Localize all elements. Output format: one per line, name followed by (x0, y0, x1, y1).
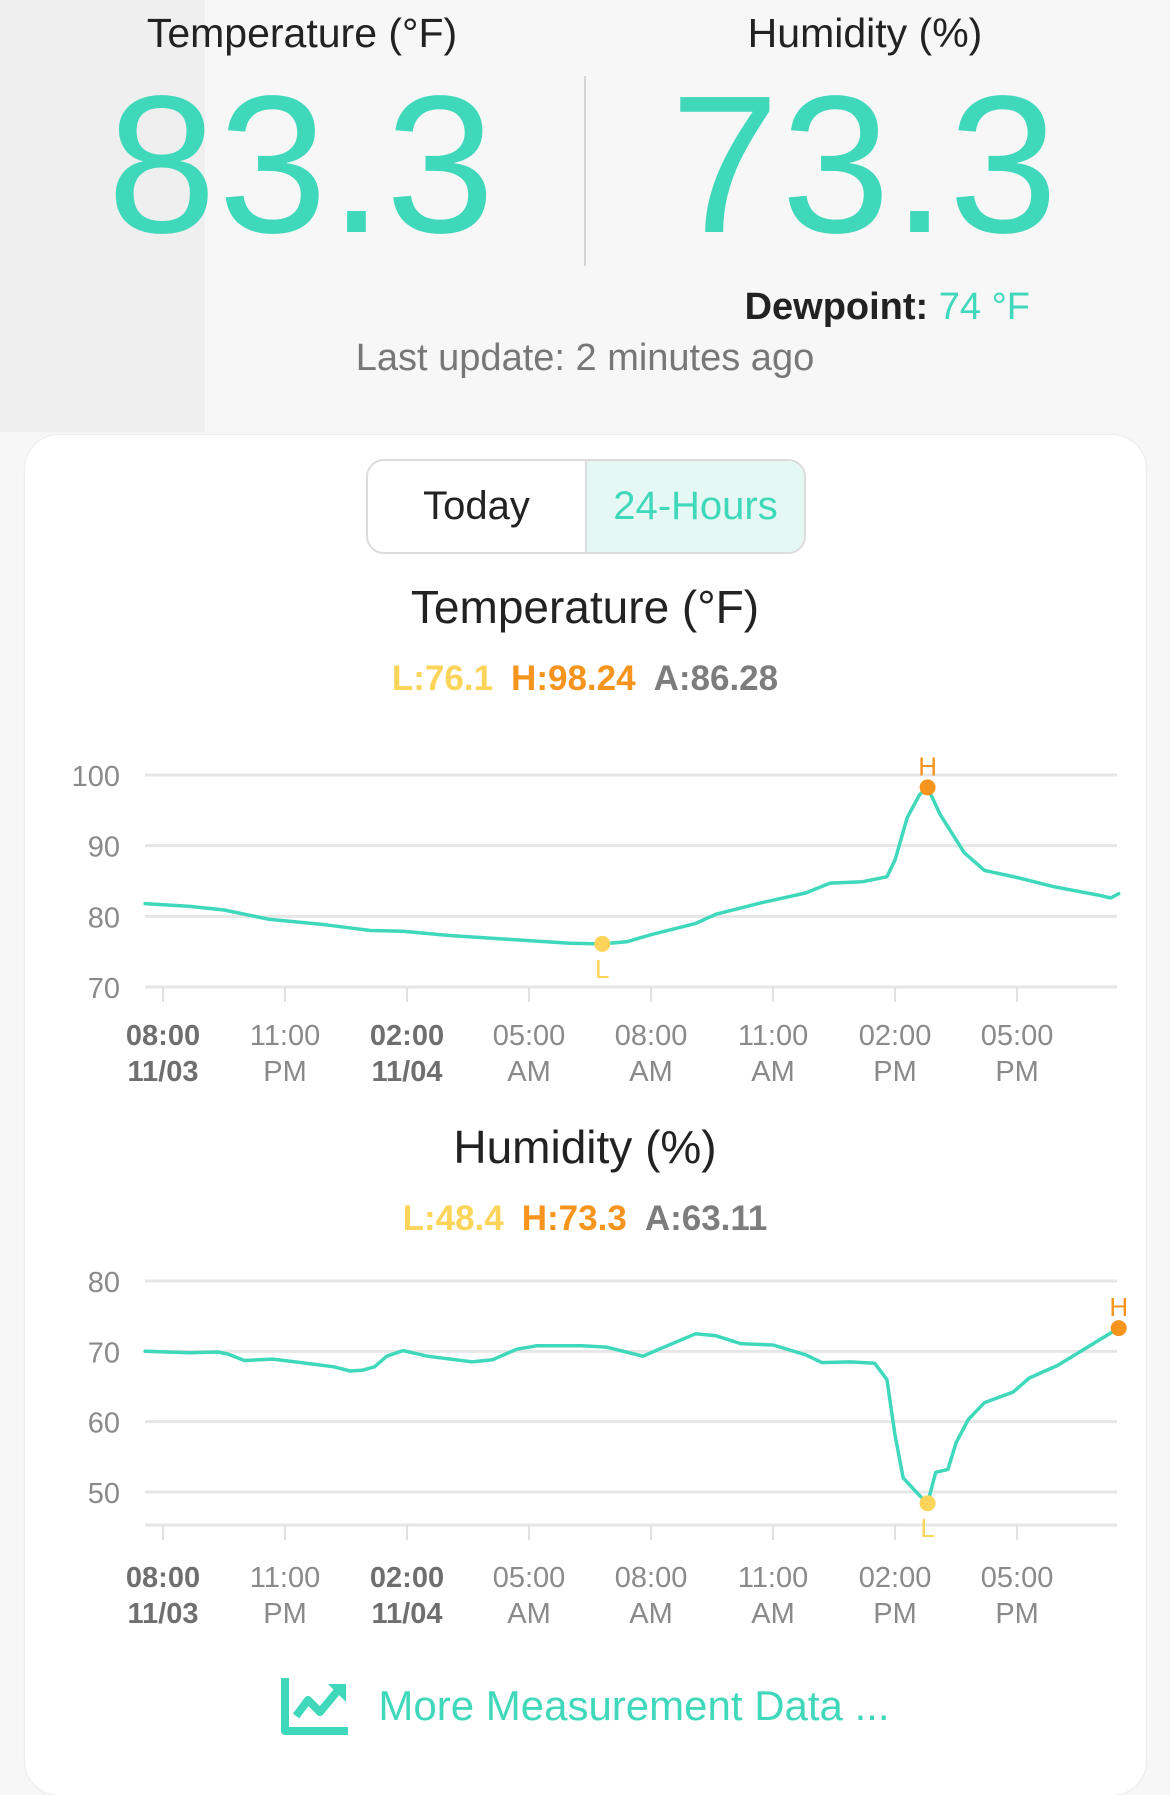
x-tick-label-date: AM (629, 1598, 673, 1630)
dewpoint: Dewpoint: 74 °F (600, 286, 1030, 329)
x-tick-label-date: AM (751, 1056, 795, 1088)
low-marker-label: L (595, 954, 609, 984)
y-tick-label: 90 (88, 832, 120, 864)
x-tick-label-date: AM (507, 1056, 551, 1088)
temperature-stats: L:76.1 H:98.24 A:86.28 (0, 659, 1170, 699)
x-tick-label-date: PM (995, 1598, 1039, 1630)
high-marker-label: H (918, 751, 937, 781)
y-tick-label: 100 (72, 761, 120, 793)
y-tick-label: 60 (88, 1408, 120, 1440)
x-tick-label-date: 11/03 (128, 1056, 199, 1088)
x-tick-label-date: 11/03 (128, 1598, 199, 1630)
temperature-high: H:98.24 (511, 659, 636, 698)
trending-chart-icon (281, 1678, 349, 1735)
temperature-value: 83.3 (107, 55, 497, 274)
x-tick-label-date: 11/04 (372, 1056, 443, 1088)
x-tick-label-date: PM (263, 1056, 307, 1088)
tab-24-hours[interactable]: 24-Hours (587, 461, 804, 552)
x-tick-label-date: PM (873, 1598, 917, 1630)
x-tick-label-time: 02:00 (859, 1562, 932, 1594)
humidity-low: L:48.4 (402, 1199, 504, 1238)
x-tick-label-time: 11:00 (738, 1020, 808, 1052)
x-tick-label-date: PM (873, 1056, 917, 1088)
high-marker (919, 779, 936, 796)
series-line (143, 785, 1121, 946)
temperature-chart-title: Temperature (°F) (410, 581, 760, 633)
x-tick-label-date: PM (995, 1056, 1039, 1088)
divider (584, 76, 586, 266)
low-marker (919, 1495, 936, 1512)
x-tick-label-time: 02:00 (370, 1562, 444, 1594)
x-tick-label-date: AM (507, 1598, 551, 1630)
humidity-avg: A:63.11 (644, 1199, 768, 1238)
y-tick-label: 50 (88, 1478, 120, 1510)
humidity-chart-title: Humidity (%) (453, 1121, 717, 1173)
x-tick-label-time: 08:00 (615, 1562, 688, 1594)
x-tick-label-time: 05:00 (493, 1020, 566, 1052)
x-tick-label-time: 02:00 (859, 1020, 932, 1052)
high-marker (1110, 1320, 1127, 1337)
dewpoint-value: 74 °F (938, 286, 1030, 328)
temperature-chart: 70 80 90 100 08:00 11/03 11:00 PM 02:00 11/04 05:0… (72, 751, 1121, 1088)
x-tick-label-time: 11:00 (250, 1562, 320, 1594)
tab-today[interactable]: Today (368, 461, 587, 552)
x-tick-label-time: 02:00 (370, 1020, 444, 1052)
humidity-label: Humidity (%) (747, 10, 983, 56)
series-line (143, 1326, 1121, 1505)
low-marker-label: L (920, 1513, 934, 1543)
x-tick-label-date: PM (263, 1598, 307, 1630)
y-tick-label: 70 (88, 973, 120, 1005)
x-tick-label-time: 05:00 (981, 1562, 1054, 1594)
x-tick-label-time: 08:00 (615, 1020, 688, 1052)
humidity-high: H:73.3 (521, 1199, 627, 1238)
last-update: Last update: 2 minutes ago (355, 337, 815, 379)
temperature-low: L:76.1 (391, 659, 494, 698)
background-strip (0, 0, 205, 432)
humidity-chart: 50 60 70 80 08:00 11/03 11:00 PM 02:00 11/04 05:00… (88, 1267, 1128, 1630)
more-link-label: More Measurement Data ... (378, 1682, 890, 1729)
x-tick-label-time: 05:00 (493, 1562, 566, 1594)
x-tick-label-time: 08:00 (126, 1562, 200, 1594)
humidity-stats: L:48.4 H:73.3 A:63.11 (0, 1199, 1170, 1239)
humidity-value: 73.3 (670, 55, 1060, 274)
x-tick-label-time: 11:00 (250, 1020, 320, 1052)
x-tick-label-date: 11/04 (372, 1598, 443, 1630)
x-tick-label-time: 05:00 (981, 1020, 1054, 1052)
high-marker-label: H (1109, 1292, 1128, 1322)
chart-card (25, 435, 1146, 1795)
temperature-avg: A:86.28 (653, 659, 779, 698)
range-toggle: Today 24-Hours (366, 459, 806, 554)
x-tick-label-time: 08:00 (126, 1020, 200, 1052)
y-tick-label: 80 (88, 1267, 120, 1299)
y-tick-label: 80 (88, 902, 120, 934)
x-tick-label-time: 11:00 (738, 1562, 808, 1594)
dewpoint-label: Dewpoint: (744, 286, 929, 328)
y-tick-label: 70 (88, 1337, 120, 1369)
x-tick-label-date: AM (629, 1056, 673, 1088)
low-marker (594, 935, 611, 952)
x-tick-label-date: AM (751, 1598, 795, 1630)
more-measurement-data-link[interactable]: More Measurement Data ... (0, 1676, 1170, 1736)
temperature-label: Temperature (°F) (146, 10, 458, 56)
